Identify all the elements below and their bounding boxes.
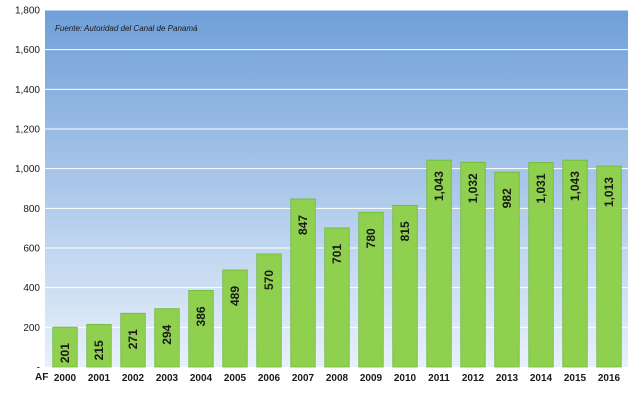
y-tick-label: 400 — [23, 283, 40, 294]
source-note: Fuente: Autoridad del Canal de Panamá — [55, 24, 198, 33]
bar-value-label: 489 — [228, 286, 242, 306]
bar — [562, 159, 588, 368]
x-tick-label: 2001 — [88, 373, 111, 384]
x-tick-label: 2007 — [292, 373, 315, 384]
y-tick-label: 1,800 — [15, 6, 40, 17]
bars — [52, 159, 622, 368]
bar — [290, 198, 316, 368]
x-tick-label: 2009 — [360, 373, 383, 384]
bar-value-label: 1,043 — [432, 171, 446, 201]
x-tick-label: 2006 — [258, 373, 281, 384]
x-tick-label: 2004 — [190, 373, 213, 384]
x-axis-ticks: 2000 2001 2002 2003 2004 2005 2006 2007 2008 2009… — [54, 373, 621, 384]
bar-value-label: 815 — [398, 221, 412, 241]
bar-value-label: 271 — [126, 329, 140, 349]
bar — [222, 269, 248, 368]
bar-value-label: 1,031 — [534, 173, 548, 203]
y-tick-label: 800 — [23, 204, 40, 215]
bar — [324, 227, 350, 368]
x-tick-label: 2016 — [598, 373, 621, 384]
bar — [86, 323, 112, 368]
bar — [52, 326, 78, 368]
bar — [494, 171, 520, 368]
bar — [392, 204, 418, 368]
bar-value-label: 215 — [92, 340, 106, 360]
bar-value-label: 1,043 — [568, 171, 582, 201]
bar-value-label: 294 — [160, 324, 174, 344]
y-tick-label: 600 — [23, 244, 40, 255]
y-tick-label: - — [37, 363, 40, 374]
x-tick-label: 2005 — [224, 373, 247, 384]
bar — [120, 312, 146, 368]
bar — [596, 165, 622, 368]
bar-value-label: 701 — [330, 244, 344, 264]
y-tick-label: 1,000 — [15, 164, 40, 175]
x-tick-label: 2003 — [156, 373, 179, 384]
y-tick-label: 1,600 — [15, 45, 40, 56]
bar — [528, 162, 554, 368]
data-labels: 201 215 271 294 386 489 570 847 701 780 815 1,043 1,… — [58, 171, 616, 363]
bar-value-label: 780 — [364, 228, 378, 248]
bar — [188, 290, 214, 368]
x-axis-corner-label: AF — [35, 372, 48, 383]
y-tick-label: 200 — [23, 323, 40, 334]
bar-value-label: 201 — [58, 343, 72, 363]
y-axis-ticks: - 200 400 600 800 1,000 1,200 1,400 1,600 1,800 — [15, 6, 40, 374]
x-tick-label: 2002 — [122, 373, 145, 384]
bar — [256, 253, 282, 368]
x-tick-label: 2008 — [326, 373, 349, 384]
bar — [426, 159, 452, 368]
x-tick-label: 2015 — [564, 373, 587, 384]
x-tick-label: 2012 — [462, 373, 485, 384]
x-tick-label: 2010 — [394, 373, 417, 384]
x-tick-label: 2000 — [54, 373, 77, 384]
bar-value-label: 847 — [296, 215, 310, 235]
bar-value-label: 386 — [194, 306, 208, 326]
bar — [358, 211, 384, 368]
y-tick-label: 1,400 — [15, 85, 40, 96]
x-tick-label: 2014 — [530, 373, 553, 384]
x-tick-label: 2011 — [428, 373, 450, 384]
bar-value-label: 570 — [262, 270, 276, 290]
bar — [154, 308, 180, 368]
bar-value-label: 982 — [500, 188, 514, 208]
x-tick-label: 2013 — [496, 373, 519, 384]
bar-value-label: 1,032 — [466, 173, 480, 203]
bar-value-label: 1,013 — [602, 177, 616, 207]
bar — [460, 161, 486, 368]
y-tick-label: 1,200 — [15, 125, 40, 136]
